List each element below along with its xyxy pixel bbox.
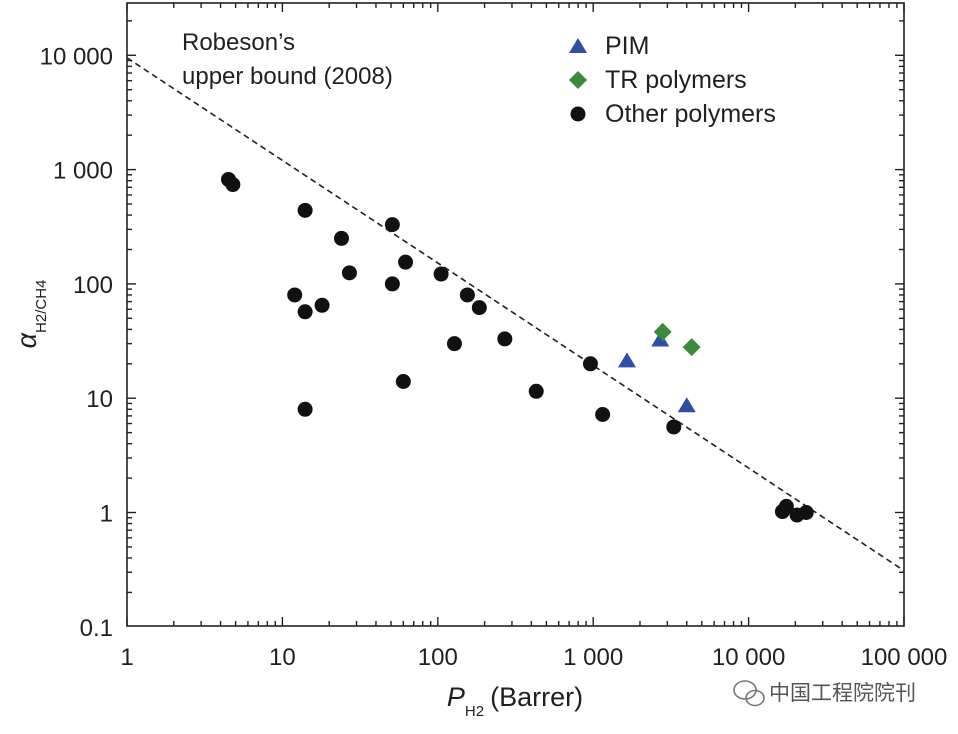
point-other-polymers — [341, 265, 357, 281]
y-tick-label: 100 — [73, 272, 113, 299]
x-tick-label: 10 000 — [712, 644, 785, 671]
x-axis-subscript: H2 — [465, 703, 484, 720]
x-tick-labels: 1 10 100 1 000 10 000 100 000 — [120, 644, 947, 671]
point-other-polymers — [528, 383, 544, 399]
legend-label-tr-polymers: TR polymers — [605, 66, 747, 94]
point-other-polymers — [297, 401, 313, 417]
y-tick-label: 10 000 — [40, 43, 113, 70]
point-other-polymers — [471, 300, 487, 316]
point-pim — [617, 352, 636, 368]
legend-label-pim: PIM — [605, 32, 649, 60]
tick-marks — [126, 3, 905, 626]
point-other-polymers — [384, 276, 400, 292]
point-other-polymers — [798, 505, 814, 520]
upper-bound-label-line2: upper bound (2008) — [182, 63, 393, 90]
point-pim — [677, 397, 696, 413]
y-axis-symbol: α — [12, 331, 42, 348]
y-tick-label: 1 — [100, 501, 113, 528]
point-pim — [651, 331, 670, 347]
x-tick-label: 100 000 — [861, 644, 948, 671]
point-other-polymers — [287, 287, 303, 303]
data-points — [221, 171, 814, 523]
legend-marker-other-polymers — [570, 106, 586, 122]
x-axis-symbol: P — [447, 682, 465, 712]
x-tick-label: 1 000 — [563, 644, 623, 671]
legend-marker-tr-polymers — [569, 71, 587, 89]
y-tick-label: 10 — [86, 386, 113, 413]
point-other-polymers — [595, 407, 611, 423]
point-other-polymers — [433, 266, 449, 282]
svg-text:αH2/CH4: αH2/CH4 — [12, 280, 50, 349]
wechat-icon — [733, 680, 765, 707]
point-other-polymers — [225, 177, 241, 193]
point-other-polymers — [297, 202, 313, 218]
legend-label-other-polymers: Other polymers — [605, 100, 776, 128]
point-other-polymers — [314, 297, 330, 313]
x-tick-label: 1 — [120, 644, 133, 671]
x-tick-label: 100 — [418, 644, 458, 671]
point-other-polymers — [395, 373, 411, 389]
point-tr-polymers — [682, 338, 701, 357]
x-axis-unit: (Barrer) — [490, 682, 583, 712]
point-other-polymers — [778, 498, 794, 514]
legend: PIM TR polymers Other polymers — [569, 32, 776, 128]
legend-marker-pim — [569, 38, 587, 53]
point-other-polymers — [398, 254, 414, 270]
point-other-polymers — [446, 336, 462, 352]
watermark: 中国工程院院刊 — [733, 680, 916, 707]
point-tr-polymers — [653, 322, 672, 341]
point-other-polymers — [333, 230, 349, 246]
point-other-polymers — [497, 331, 513, 347]
point-other-polymers — [459, 287, 475, 303]
y-axis-title: αH2/CH4 — [12, 280, 50, 349]
x-tick-label: 10 — [269, 644, 296, 671]
y-tick-label: 0.1 — [80, 615, 113, 642]
y-axis-subscript: H2/CH4 — [33, 280, 50, 333]
point-other-polymers — [384, 217, 400, 233]
point-other-polymers — [297, 304, 313, 320]
y-tick-label: 1 000 — [53, 158, 113, 185]
y-tick-labels: 0.1 1 10 100 1 000 10 000 — [40, 43, 113, 642]
x-axis-title: PH2 (Barrer) — [447, 682, 583, 720]
upper-bound-line — [127, 57, 904, 572]
point-other-polymers — [666, 419, 682, 435]
watermark-text: 中国工程院院刊 — [769, 682, 916, 705]
point-other-polymers — [582, 356, 598, 372]
plot-frame — [126, 2, 905, 627]
upper-bound-label-line1: Robeson’s — [182, 29, 295, 56]
